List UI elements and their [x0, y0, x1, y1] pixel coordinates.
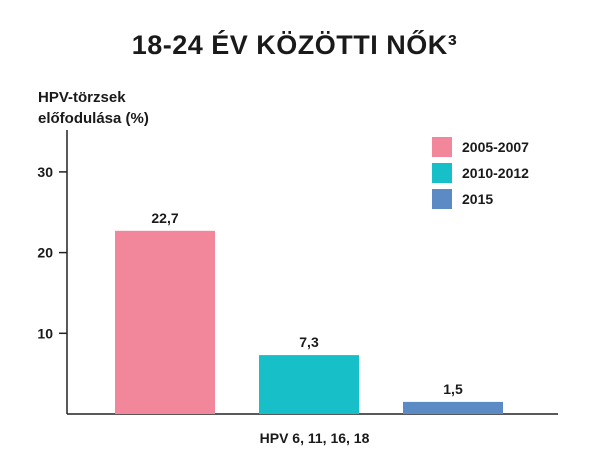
bar-2015: [403, 401, 503, 414]
legend-item-2015: 2015: [432, 189, 529, 209]
bar-value-label: 22,7: [151, 210, 178, 226]
y-axis-label-line-1: HPV-törzsek: [38, 89, 126, 106]
x-category-label: HPV 6, 11, 16, 18: [259, 430, 370, 446]
legend-label: 2005-2007: [462, 139, 529, 155]
legend: 2005-2007 2010-2012 2015: [432, 137, 529, 215]
y-axis-label: HPV-törzsek előfodulása (%): [38, 87, 149, 129]
bar-2010-2012: [259, 355, 359, 414]
bar-value-label: 7,3: [299, 334, 319, 350]
legend-swatch: [432, 137, 452, 157]
y-tick-label: 30: [37, 164, 53, 180]
legend-label: 2015: [462, 191, 494, 207]
y-tick-label: 10: [37, 325, 53, 341]
chart-title: 18-24 ÉV KÖZÖTTI NŐK³: [131, 30, 458, 60]
legend-swatch: [432, 163, 452, 183]
legend-item-2005-2007: 2005-2007: [432, 137, 529, 157]
bar-2005-2007: [115, 230, 215, 414]
bar-value-label: 1,5: [443, 381, 463, 397]
legend-swatch: [432, 189, 452, 209]
legend-label: 2010-2012: [462, 165, 529, 181]
y-axis-label-line-2: előfodulása (%): [38, 110, 149, 127]
y-tick-label: 20: [37, 245, 53, 261]
legend-item-2010-2012: 2010-2012: [432, 163, 529, 183]
